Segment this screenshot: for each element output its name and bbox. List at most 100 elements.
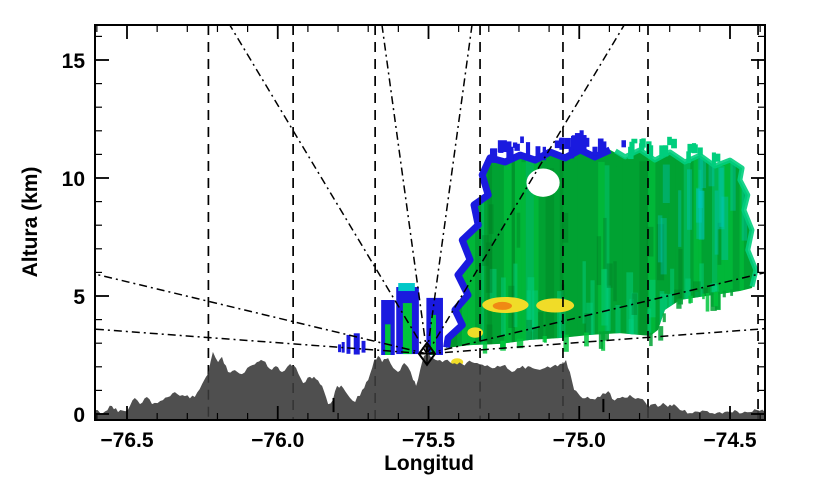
reference-lines-layer <box>95 25 765 420</box>
echo-streak <box>525 149 534 348</box>
echo-streak <box>606 285 611 331</box>
echo-streak <box>626 272 634 348</box>
echo-blue-fringe <box>443 146 612 348</box>
y-tick-label: 15 <box>62 50 86 73</box>
echo-cyan-spike <box>687 143 693 153</box>
echo-streak <box>503 153 512 348</box>
echo-streak <box>603 217 607 269</box>
echo-streak <box>572 149 578 348</box>
echo-streak <box>708 156 715 187</box>
echo-streak <box>695 187 702 223</box>
echo-blue-spike <box>506 141 512 153</box>
echo-streak <box>559 150 564 348</box>
echo-intense-core <box>536 298 575 313</box>
echo-streak <box>489 268 497 303</box>
echo-dangler <box>730 289 734 296</box>
terrain-silhouette <box>95 351 765 421</box>
echo-streak <box>717 222 722 265</box>
echo-blue-spike <box>592 146 598 156</box>
echo-streak <box>475 158 482 348</box>
echo-streak <box>668 151 673 348</box>
echo-streak <box>499 154 504 348</box>
echo-streak <box>598 161 605 348</box>
echo-streak <box>707 149 712 348</box>
radar-beam <box>381 25 428 354</box>
echo-west-speck <box>346 334 351 354</box>
echo-streak <box>730 158 736 211</box>
echo-streak <box>647 308 652 348</box>
echo-streak <box>526 319 532 348</box>
echo-cyan-spike <box>659 145 664 159</box>
echo-west-speck <box>353 333 360 355</box>
echo-streak <box>648 152 656 348</box>
echo-streak <box>615 305 621 348</box>
echo-streak <box>674 317 682 348</box>
echo-streak <box>678 190 682 247</box>
echo-streak <box>655 150 660 348</box>
echo-streak <box>685 308 693 333</box>
echo-streak <box>488 204 494 234</box>
radar-beam <box>426 25 626 355</box>
echo-cyan-spike <box>686 151 691 164</box>
echo-streak <box>656 224 665 281</box>
echo-column-core <box>402 303 412 355</box>
echo-west-speck <box>361 340 366 353</box>
echo-streak <box>686 169 693 230</box>
echo-streak <box>533 149 539 348</box>
echo-streak <box>616 149 623 348</box>
echo-streak <box>586 302 593 348</box>
echo-cyan-spike <box>629 141 635 156</box>
echo-dangler <box>711 292 715 307</box>
echo-streak <box>663 151 669 348</box>
echo-streak <box>461 166 468 348</box>
echo-blue-spike <box>542 146 547 161</box>
echo-streak <box>487 149 493 348</box>
echo-blue-spike <box>568 146 575 159</box>
echo-streak <box>596 236 602 286</box>
echo-streak <box>584 313 592 348</box>
radar-beam <box>95 328 428 355</box>
echo-cyan-spike <box>662 145 669 157</box>
echo-streak <box>516 212 521 248</box>
echo-column-core <box>385 324 391 355</box>
echo-streak <box>698 190 705 240</box>
x-tick-label: −75.5 <box>402 429 455 452</box>
echo-dangler <box>676 299 682 309</box>
radar-site-marker-cross <box>418 342 435 365</box>
echo-dangler <box>482 341 488 354</box>
echo-streak <box>511 156 515 348</box>
echo-streak <box>592 150 599 348</box>
echo-streak <box>670 268 675 306</box>
echo-streak <box>742 308 749 348</box>
echo-dangler <box>658 326 664 341</box>
echo-column-core <box>430 314 437 355</box>
echo-dangler <box>602 331 609 341</box>
echo-streak <box>485 242 493 293</box>
echo-streak <box>696 188 701 239</box>
echo-streak <box>659 166 664 348</box>
echo-streak <box>699 155 707 189</box>
echo-streak <box>513 263 518 328</box>
echo-streak <box>721 196 729 260</box>
echo-cyan-spike <box>697 147 703 156</box>
echo-streak <box>646 226 654 257</box>
echo-streak <box>719 167 724 227</box>
radar-beam <box>95 273 428 355</box>
echo-streak <box>660 218 667 275</box>
echo-streak <box>739 149 744 348</box>
echo-streak <box>532 290 538 348</box>
echo-streak <box>482 235 489 266</box>
echo-streak <box>514 159 522 348</box>
echo-blue-spike <box>559 137 565 150</box>
echo-blue-spike <box>489 148 497 163</box>
echo-dangler <box>705 293 710 312</box>
echo-streak <box>678 248 683 301</box>
echo-streak <box>662 164 670 204</box>
echo-dangler <box>598 331 604 349</box>
echo-streak <box>690 161 694 348</box>
echo-cyan-spike <box>639 139 644 151</box>
echo-dangler <box>601 331 606 351</box>
echo-blue-spike <box>535 146 541 162</box>
echo-streak <box>701 149 708 348</box>
